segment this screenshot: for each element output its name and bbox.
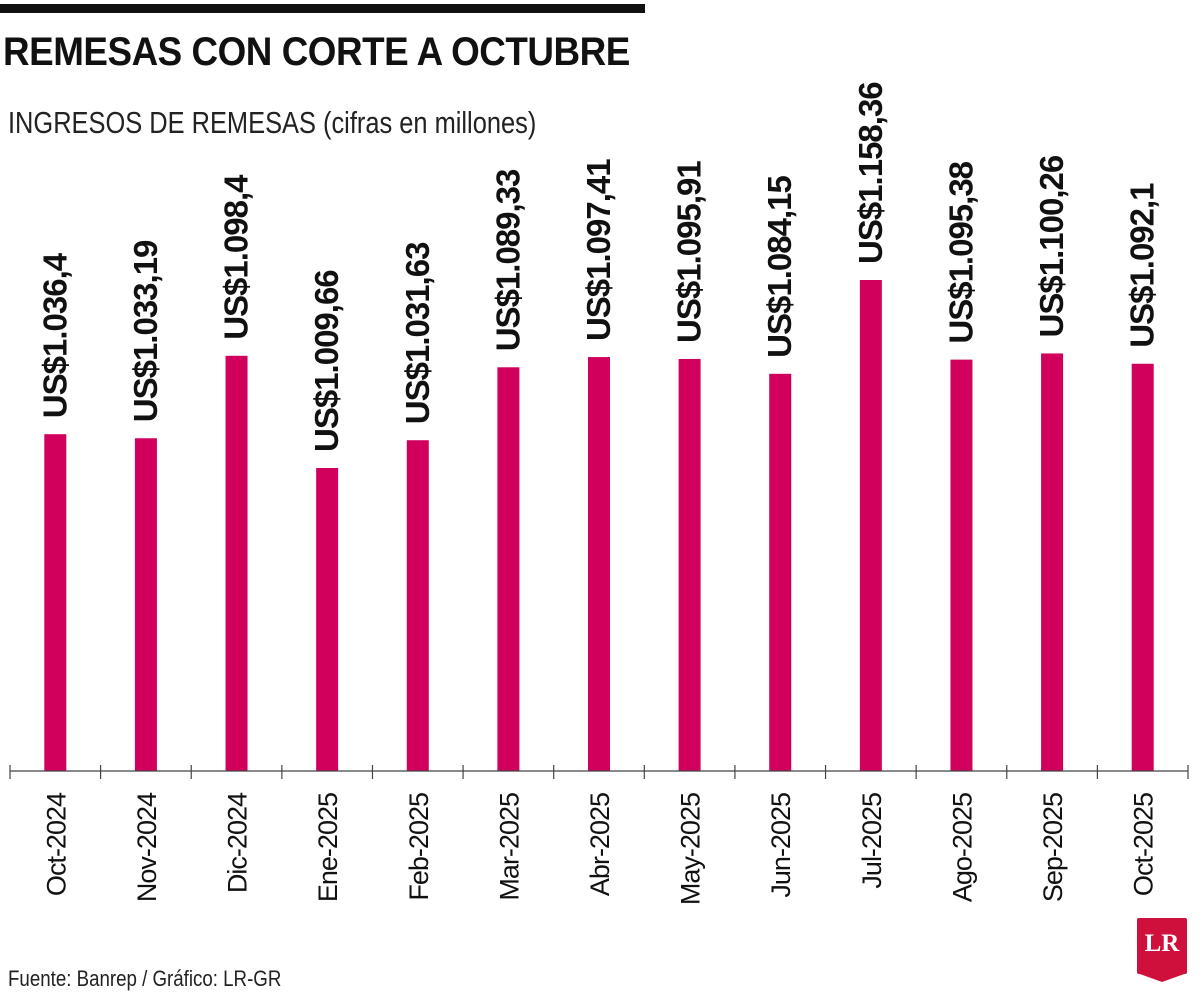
bar-nov-2024 [134, 438, 157, 771]
bar-mar-2025 [497, 367, 520, 771]
x-tick-label: Dic-2024 [223, 792, 253, 893]
x-tick-label: Mar-2025 [494, 793, 524, 901]
value-label: US$1.097,41 [580, 159, 617, 341]
x-tick-label: Oct-2024 [41, 792, 71, 896]
bar-dic-2024 [225, 355, 248, 771]
x-tick-label: Jul-2025 [857, 793, 887, 889]
bar-ago-2025 [950, 359, 973, 771]
value-label: US$1.009,66 [308, 270, 345, 452]
lr-logo: LR [1137, 918, 1187, 982]
x-tick-label: Ago-2025 [947, 793, 977, 902]
bar-ene-2025 [316, 468, 339, 771]
chart-subtitle: INGRESOS DE REMESAS (cifras en millones) [8, 105, 537, 140]
bar-feb-2025 [406, 440, 429, 771]
x-tick-label: Ene-2025 [313, 793, 343, 902]
x-tick-label: Jun-2025 [766, 793, 796, 898]
bar-abr-2025 [588, 357, 610, 771]
bar-jun-2025 [769, 373, 792, 771]
value-label: US$1.031,63 [399, 242, 436, 424]
value-label: US$1.095,91 [671, 161, 708, 343]
lr-logo-text: LR [1144, 930, 1180, 957]
bar-sep-2025 [1041, 353, 1064, 771]
x-tick-label: Sep-2025 [1038, 793, 1068, 902]
value-label: US$1.092,1 [1124, 183, 1161, 348]
source-note: Fuente: Banrep / Gráfico: LR-GR [8, 966, 282, 991]
value-label: US$1.036,4 [36, 252, 73, 418]
value-label: US$1.084,15 [761, 176, 798, 358]
value-label: US$1.033,19 [127, 240, 164, 422]
value-label: US$1.158,36 [852, 82, 889, 264]
bar-jul-2025 [859, 280, 882, 771]
x-tick-label: Oct-2025 [1129, 793, 1159, 896]
bar-oct-2024 [44, 434, 67, 771]
value-label: US$1.100,26 [1033, 155, 1070, 337]
lr-logo-notch [1137, 973, 1187, 982]
x-tick-label: Nov-2024 [132, 792, 162, 902]
bar-may-2025 [678, 358, 701, 771]
bar-oct-2025 [1131, 363, 1154, 771]
x-tick-label: Feb-2025 [404, 793, 434, 901]
x-tick-label: Abr-2025 [585, 793, 615, 896]
x-tick-label: May-2025 [676, 793, 706, 905]
value-label: US$1.098,4 [218, 174, 255, 340]
top-rule [0, 4, 645, 13]
value-label: US$1.095,38 [942, 161, 979, 343]
value-label: US$1.089,33 [489, 169, 526, 351]
chart-title: REMESAS CON CORTE A OCTUBRE [3, 30, 630, 74]
